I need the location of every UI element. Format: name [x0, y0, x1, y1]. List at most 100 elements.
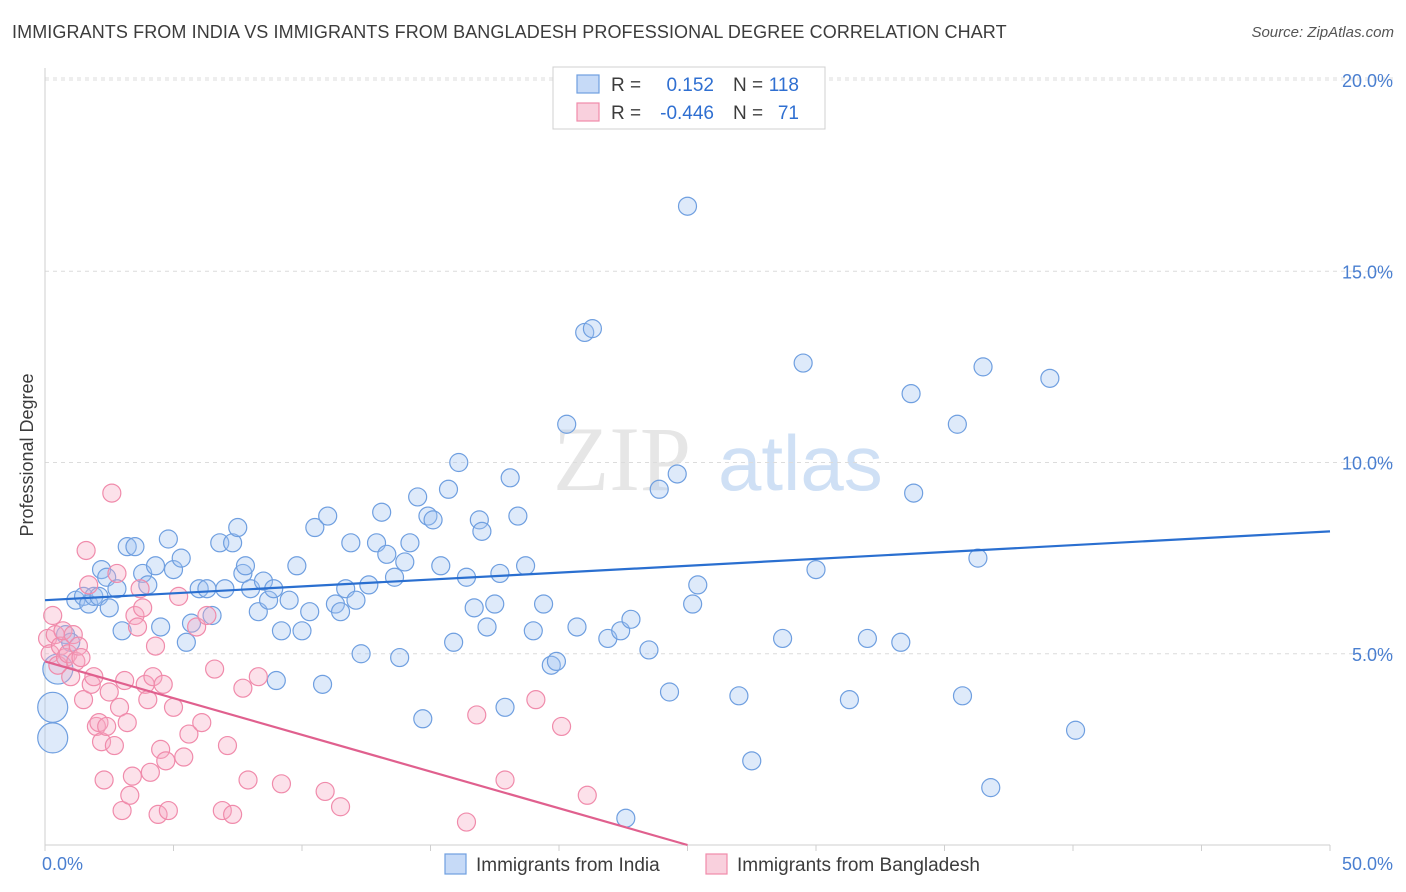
legend-r-bangladesh: -0.446 [660, 103, 714, 124]
india-point [793, 353, 813, 373]
bangladesh-point [140, 762, 160, 782]
legend-r-label-bangladesh: R = [611, 103, 641, 124]
y-tick-label: 15.0% [1342, 262, 1393, 282]
bangladesh-point [143, 667, 163, 687]
india-point [444, 632, 464, 652]
bangladesh-point [73, 690, 94, 710]
bangladesh-point [109, 697, 130, 717]
legend-r-label-india: R = [611, 75, 641, 96]
bangladesh-point [91, 732, 112, 752]
india-point [171, 548, 191, 568]
india-point [557, 414, 577, 434]
india-point [418, 506, 438, 526]
india-point [400, 533, 420, 553]
bangladesh-point [63, 625, 83, 645]
india-point [266, 670, 286, 691]
legend-swatch-bangladesh [576, 102, 600, 122]
india-point [677, 196, 698, 216]
bangladesh-point [71, 647, 91, 668]
india-point [1065, 720, 1086, 740]
india-point [806, 559, 826, 580]
india-point [904, 483, 924, 503]
india-point [639, 640, 659, 660]
india-point [305, 517, 325, 538]
india-point [395, 552, 415, 572]
bangladesh-point [130, 579, 150, 599]
legend-n-bangladesh: 71 [778, 103, 799, 124]
india-point [485, 594, 505, 614]
india-point [235, 556, 256, 576]
bangladesh-point [107, 563, 127, 584]
bangladesh-point [192, 712, 212, 733]
india-point [37, 722, 69, 754]
india-point [500, 468, 520, 488]
india-point [981, 778, 1001, 798]
bangladesh-point [156, 751, 176, 771]
india-point [258, 590, 279, 610]
india-point [215, 579, 235, 599]
bangladesh-point [148, 804, 168, 825]
bangladesh-point [112, 800, 132, 821]
india-point [158, 529, 178, 549]
bangladesh-point [495, 770, 515, 790]
bangladesh-point [315, 781, 335, 802]
india-point [541, 655, 561, 675]
india-point [125, 537, 145, 557]
bangladesh-point [158, 800, 178, 821]
bangladesh-point [223, 804, 243, 825]
bangladesh-point [330, 797, 351, 817]
bangladesh-point [125, 605, 145, 626]
series-legend: Immigrants from India Immigrants from Ba… [444, 853, 980, 876]
india-point [621, 609, 641, 629]
india-point [659, 682, 680, 702]
bangladesh-point [79, 575, 99, 595]
india-trend-line [44, 530, 1331, 602]
y-axis-label: Professional Degree [17, 373, 37, 536]
india-point [279, 590, 299, 610]
india-point [431, 556, 451, 576]
india-point [377, 544, 397, 564]
india-point [107, 579, 127, 599]
source-label: Source: ZipAtlas.com [1251, 24, 1394, 41]
stats-legend: R = 0.152 N = 118 R = -0.446 N = 71 [552, 66, 826, 130]
bangladesh-point [248, 667, 268, 687]
india-point [449, 452, 469, 473]
bangladesh-point [133, 598, 153, 618]
bangladesh-point [84, 667, 104, 687]
india-point [729, 686, 749, 706]
india-point [901, 384, 921, 404]
india-point [197, 579, 217, 599]
bangladesh-point [169, 586, 189, 606]
india-point [292, 621, 312, 641]
india-point [839, 690, 860, 710]
bottom-legend-swatch-india [444, 853, 467, 875]
bangladesh-point [153, 674, 173, 694]
india-point [582, 319, 603, 339]
india-point [330, 602, 351, 622]
india-point [181, 613, 202, 633]
bangladesh-point [151, 739, 171, 759]
india-point [742, 751, 762, 771]
bangladesh-point [117, 712, 137, 733]
india-point [464, 598, 484, 618]
india-point [390, 647, 410, 668]
india-point [438, 479, 459, 499]
india-point [772, 628, 793, 649]
india-point [112, 621, 132, 641]
bangladesh-point [179, 724, 199, 744]
india-point [968, 548, 988, 568]
india-point [667, 464, 687, 484]
india-point [202, 605, 222, 626]
bottom-legend-bangladesh: Immigrants from Bangladesh [737, 855, 980, 876]
india-point [683, 594, 703, 614]
india-point [413, 709, 433, 729]
bangladesh-point [58, 644, 78, 664]
bangladesh-point [94, 770, 114, 790]
india-point [515, 556, 536, 576]
bangladesh-point [120, 785, 140, 805]
india-point [495, 697, 515, 717]
bangladesh-point [238, 770, 258, 790]
india-point [508, 506, 528, 526]
india-point [688, 575, 708, 595]
legend-n-india: 118 [769, 75, 799, 96]
